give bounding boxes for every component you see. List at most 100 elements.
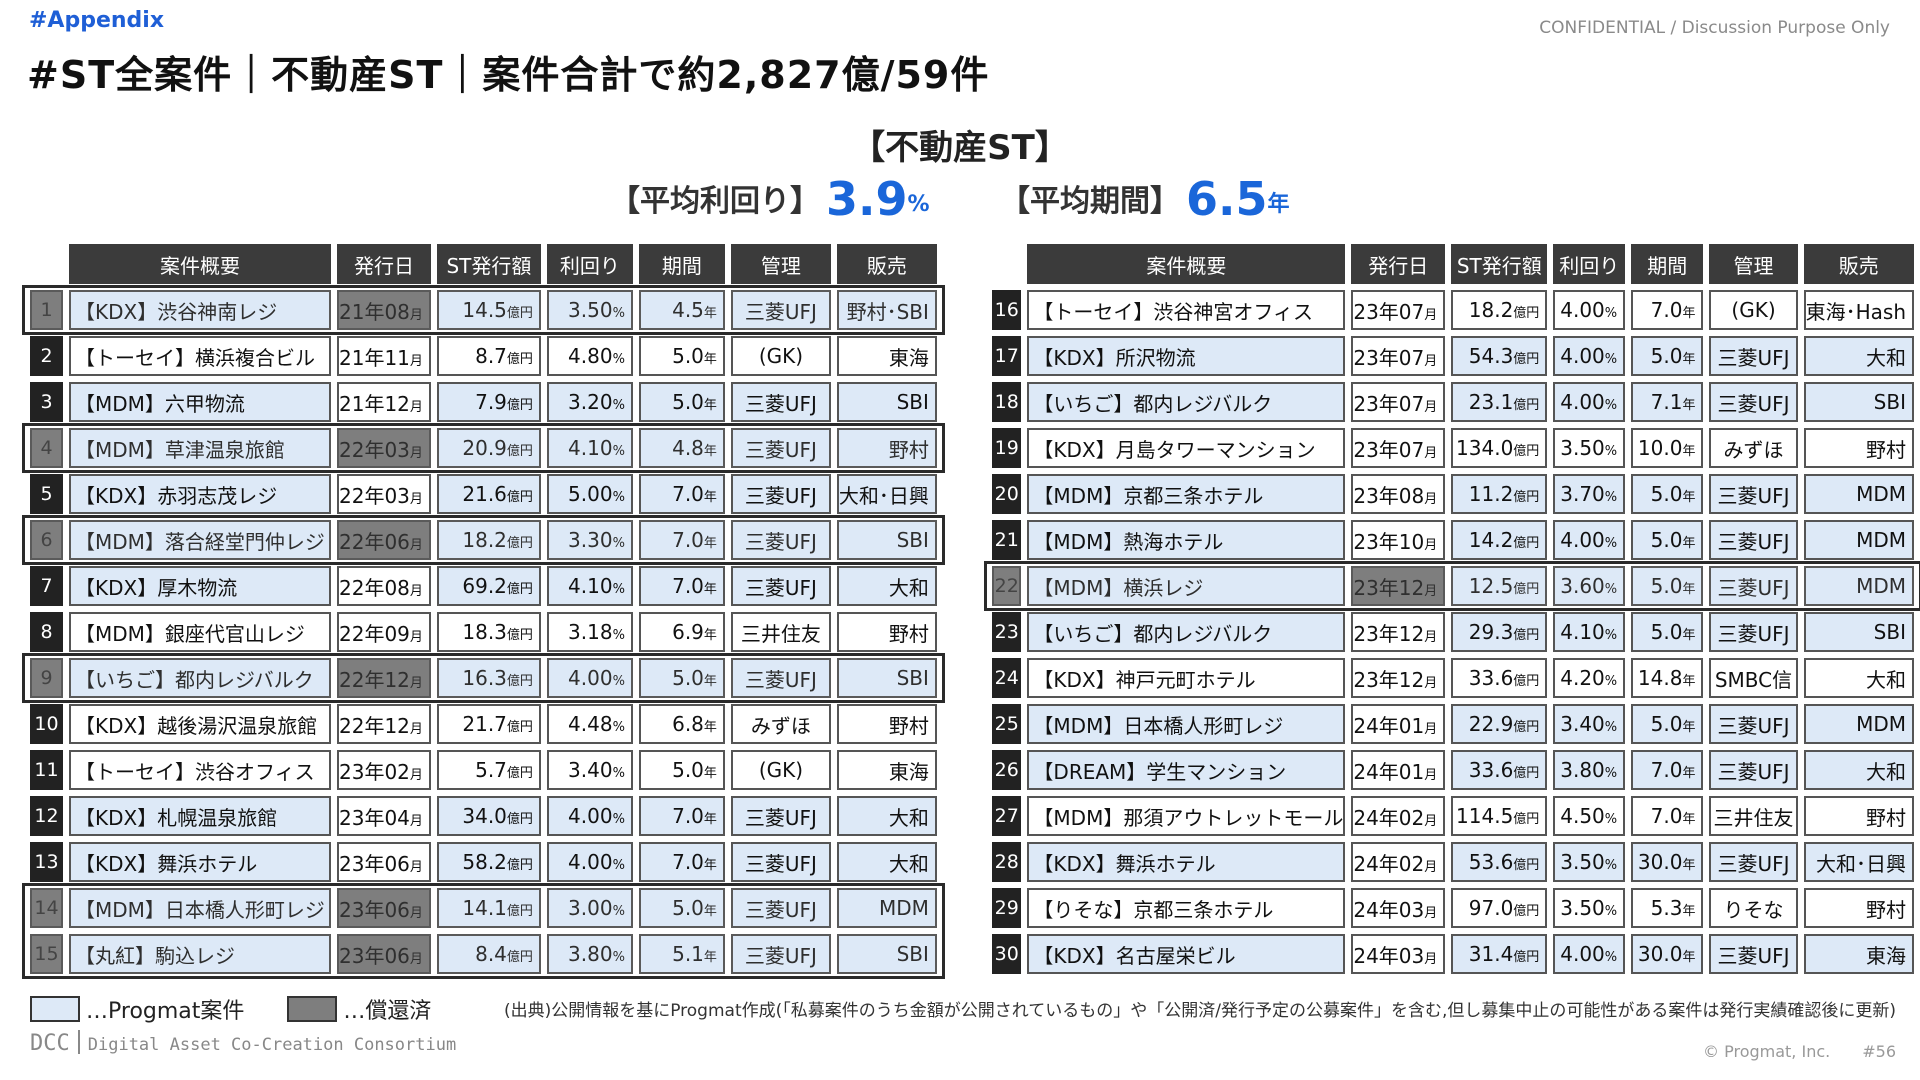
deal-name: 【KDX】渋谷神南レジ <box>69 290 331 330</box>
unit-label: 年 <box>703 444 717 459</box>
header-yield: 利回り <box>546 244 633 284</box>
table-row: 24 【KDX】神戸元町ホテル 23年12月 33.6億円 4.20% 14.8年 SMBC… <box>992 658 1914 698</box>
deal-name: 【MDM】六甲物流 <box>69 382 331 422</box>
table-row: 18 【いちご】都内レジバルク 23年07月 23.1億円 4.00% 7.1年 三菱UFJ… <box>992 382 1914 422</box>
unit-label: % <box>612 628 625 643</box>
deal-name: 【KDX】厚木物流 <box>69 566 331 606</box>
unit-label: % <box>612 904 625 919</box>
legend-progmat-swatch <box>30 996 80 1022</box>
st-amount: 21.6 <box>462 482 507 506</box>
yield-cell: 3.18% <box>546 612 633 652</box>
issue-date-cell: 24年02月 <box>1351 796 1446 836</box>
seller: 大和 <box>1803 750 1914 790</box>
header-date: 発行日 <box>1351 244 1446 284</box>
yield-cell: 4.48% <box>546 704 633 744</box>
term: 5.0 <box>672 758 704 782</box>
unit-label: 億円 <box>506 904 533 919</box>
unit-label: 月 <box>1424 813 1438 829</box>
manager: 三井住友 <box>730 612 831 652</box>
manager: 三菱UFJ <box>730 842 831 882</box>
st-amount: 8.4 <box>475 942 507 966</box>
row-number: 12 <box>30 796 63 836</box>
amount-cell: 20.9億円 <box>436 428 541 468</box>
unit-label: 億円 <box>1513 858 1540 873</box>
unit-label: 月 <box>1424 353 1438 369</box>
issue-date-cell: 22年08月 <box>337 566 431 606</box>
term-cell: 5.0年 <box>638 658 725 698</box>
yield: 3.20 <box>568 390 613 414</box>
yield: 3.00 <box>568 896 613 920</box>
manager: 三菱UFJ <box>1709 934 1798 974</box>
row-number: 25 <box>992 704 1022 744</box>
issue-date-cell: 23年08月 <box>1351 474 1446 514</box>
row-number: 13 <box>30 842 63 882</box>
amount-cell: 97.0億円 <box>1451 888 1548 928</box>
manager: みずほ <box>730 704 831 744</box>
deal-name: 【KDX】舞浜ホテル <box>1027 842 1346 882</box>
amount-cell: 134.0億円 <box>1451 428 1548 468</box>
unit-label: 億円 <box>1513 720 1540 735</box>
issue-date: 22年03 <box>339 483 410 508</box>
seller: 野村 <box>836 612 937 652</box>
issue-date: 24年02 <box>1353 851 1425 876</box>
deal-name: 【MDM】落合経堂門仲レジ <box>69 520 331 560</box>
yield-cell: 3.40% <box>1553 704 1626 744</box>
issue-date: 24年03 <box>1353 897 1425 922</box>
st-amount: 58.2 <box>462 850 507 874</box>
unit-label: 年 <box>703 950 717 965</box>
deal-name: 【いちご】都内レジバルク <box>69 658 331 698</box>
issue-date: 23年12 <box>1353 667 1425 692</box>
seller: SBI <box>836 658 937 698</box>
seller: SBI <box>1803 382 1914 422</box>
term: 5.0 <box>1650 574 1683 598</box>
manager: 三菱UFJ <box>730 428 831 468</box>
header-sales: 販売 <box>1803 244 1914 284</box>
term: 5.0 <box>1650 482 1683 506</box>
st-amount: 5.7 <box>475 758 507 782</box>
yield: 4.00 <box>568 804 613 828</box>
unit-label: 億円 <box>506 950 533 965</box>
amount-cell: 8.7億円 <box>436 336 541 376</box>
unit-label: % <box>1604 306 1618 321</box>
unit-label: % <box>1604 628 1618 643</box>
issue-date-cell: 24年03月 <box>1351 888 1446 928</box>
yield-cell: 4.00% <box>546 658 633 698</box>
issue-date-cell: 21年11月 <box>337 336 431 376</box>
manager: 三菱UFJ <box>1709 520 1798 560</box>
unit-label: % <box>1604 490 1618 505</box>
term: 6.9 <box>672 620 704 644</box>
unit-label: 年 <box>703 858 717 873</box>
term-cell: 6.9年 <box>638 612 725 652</box>
unit-label: 億円 <box>1513 536 1540 551</box>
unit-label: % <box>612 398 625 413</box>
unit-label: % <box>1604 536 1618 551</box>
unit-label: 年 <box>1682 398 1696 413</box>
yield-cell: 3.50% <box>1553 842 1626 882</box>
deal-name: 【MDM】草津温泉旅館 <box>69 428 331 468</box>
st-amount: 29.3 <box>1468 620 1514 644</box>
seller: SBI <box>836 520 937 560</box>
issue-date-cell: 22年12月 <box>337 658 431 698</box>
avg-yield: 【平均利回り】 3.9% <box>610 172 930 226</box>
unit-label: 年 <box>703 490 717 505</box>
yield-cell: 3.80% <box>546 934 633 974</box>
unit-label: % <box>612 536 625 551</box>
st-amount: 69.2 <box>462 574 507 598</box>
st-amount: 18.2 <box>462 528 507 552</box>
st-amount: 8.7 <box>475 344 507 368</box>
seller: 野村 <box>1803 888 1914 928</box>
seller: 大和･日興 <box>836 474 937 514</box>
manager: (GK) <box>1709 290 1798 330</box>
row-number: 30 <box>992 934 1022 974</box>
unit-label: 年 <box>1682 628 1696 643</box>
yield-cell: 4.50% <box>1553 796 1626 836</box>
yield: 4.10 <box>568 574 613 598</box>
unit-label: % <box>612 444 625 459</box>
issue-date-cell: 22年03月 <box>337 428 431 468</box>
term: 7.0 <box>1650 758 1683 782</box>
unit-label: 億円 <box>506 352 533 367</box>
yield-cell: 4.10% <box>546 566 633 606</box>
term: 7.0 <box>672 804 704 828</box>
issue-date: 21年12 <box>339 391 410 416</box>
yield: 3.50 <box>568 298 613 322</box>
